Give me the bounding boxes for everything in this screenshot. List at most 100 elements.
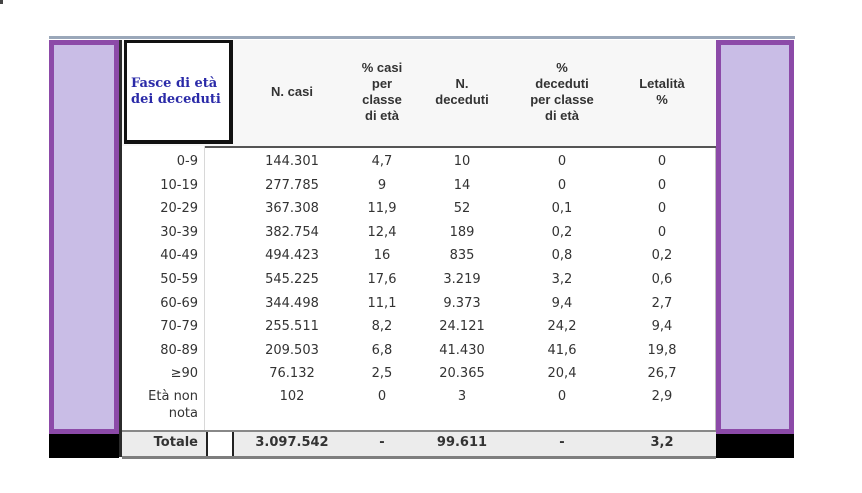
table-row: ≥90 76.132 2,5 20.365 20,4 26,7 [122, 362, 716, 385]
deaths-cell: 3 [457, 389, 467, 404]
lethality-cell: 26,7 [647, 366, 677, 382]
deaths-cell: 24.121 [439, 319, 485, 335]
pct-deaths-cell: 3,2 [551, 272, 573, 287]
deaths-header: N. deceduti [435, 76, 489, 107]
table-row: Età non nota 102 0 3 0 2,9 [122, 386, 716, 421]
pct-cases-cell: 9 [377, 177, 387, 193]
cases-cell: 545.225 [265, 272, 319, 287]
total-pct-cases: - [379, 435, 385, 450]
pct-cases-cell: 11,9 [367, 201, 397, 217]
age-group-header-label: Fasce di età dei deceduti [131, 75, 221, 107]
age-group-cell: 80-89 [160, 342, 198, 358]
pct-deaths-header: % deceduti per classe di età [530, 60, 594, 123]
age-group-cell: 50-59 [160, 272, 198, 287]
table-row: 10-19 277.785 9 14 0 0 [122, 174, 716, 197]
lethality-cell: 0,2 [651, 248, 673, 264]
cases-cell: 209.503 [265, 342, 319, 358]
pct-deaths-cell: 41,6 [547, 342, 577, 358]
pct-deaths-cell: 0,8 [551, 248, 573, 264]
total-label: Totale [153, 435, 198, 450]
deaths-cell: 3.219 [443, 272, 481, 287]
total-deaths: 99.611 [436, 435, 488, 450]
table-row: 80-89 209.503 6,8 41.430 41,6 19,8 [122, 339, 716, 362]
lethality-cell: 0 [657, 154, 667, 169]
pct-cases-cell: 12,4 [367, 224, 397, 240]
table-body: 0-9 144.301 4,7 10 0 0 10-19 277.785 9 14 0 0 20-29 3… [122, 146, 716, 432]
deaths-cell: 9.373 [443, 295, 481, 311]
age-deaths-table: Fasce di età dei deceduti N. casi % casi… [119, 40, 716, 459]
deaths-cell: 41.430 [439, 342, 485, 358]
table-row: 20-29 367.308 11,9 52 0,1 0 [122, 197, 716, 220]
age-column-strip [122, 146, 205, 432]
left-side-panel [49, 40, 119, 434]
total-separator [206, 432, 234, 456]
table-row: 30-39 382.754 12,4 189 0,2 0 [122, 221, 716, 244]
table-row: 50-59 545.225 17,6 3.219 3,2 0,6 [122, 268, 716, 291]
lethality-cell: 0 [657, 224, 667, 240]
pct-deaths-cell: 9,4 [551, 295, 573, 311]
lethality-cell: 2,7 [651, 295, 673, 311]
lethality-cell: 0,6 [651, 272, 673, 287]
cases-cell: 367.308 [265, 201, 319, 217]
pct-cases-cell: 17,6 [367, 272, 397, 287]
age-group-cell: ≥90 [170, 366, 198, 382]
lethality-cell: 0 [657, 177, 667, 193]
deaths-cell: 14 [453, 177, 471, 193]
lethality-cell: 9,4 [651, 319, 673, 335]
cases-cell: 102 [279, 389, 305, 404]
total-pct-deaths: - [559, 435, 565, 450]
pct-cases-cell: 0 [377, 389, 387, 404]
pct-cases-cell: 16 [373, 248, 391, 264]
top-rule [49, 36, 795, 39]
total-cases: 3.097.542 [255, 435, 329, 450]
deaths-cell: 20.365 [439, 366, 485, 382]
right-side-panel [716, 40, 794, 434]
pct-deaths-cell: 24,2 [547, 319, 577, 335]
pct-deaths-cell: 20,4 [547, 366, 577, 382]
table-row: 40-49 494.423 16 835 0,8 0,2 [122, 244, 716, 267]
cases-cell: 144.301 [265, 154, 319, 169]
age-group-cell: 40-49 [160, 248, 198, 264]
cases-cell: 382.754 [265, 224, 319, 240]
age-group-cell: 20-29 [160, 201, 198, 217]
pct-cases-cell: 11,1 [367, 295, 397, 311]
cases-header: N. casi [271, 84, 313, 99]
deaths-cell: 189 [449, 224, 475, 240]
deaths-cell: 835 [449, 248, 475, 264]
lethality-cell: 0 [657, 201, 667, 217]
age-group-cell: 10-19 [160, 177, 198, 193]
total-row: Totale 3.097.542 - 99.611 - 3,2 [122, 430, 716, 459]
pct-deaths-cell: 0 [557, 177, 567, 193]
cases-cell: 344.498 [265, 295, 319, 311]
cases-cell: 494.423 [265, 248, 319, 264]
age-group-cell: 60-69 [160, 295, 198, 311]
pct-cases-cell: 4,7 [371, 154, 393, 169]
table-row: 70-79 255.511 8,2 24.121 24,2 9,4 [122, 315, 716, 338]
right-black-bar [716, 434, 794, 458]
age-group-cell: 70-79 [160, 319, 198, 335]
age-group-cell: 30-39 [160, 224, 198, 240]
age-group-cell: Età non nota [148, 389, 198, 421]
lethality-cell: 2,9 [651, 389, 673, 404]
pct-deaths-cell: 0,2 [551, 224, 573, 240]
pct-cases-cell: 8,2 [371, 319, 393, 335]
pct-deaths-cell: 0,1 [551, 201, 573, 217]
table-row: 60-69 344.498 11,1 9.373 9,4 2,7 [122, 292, 716, 315]
cases-cell: 255.511 [265, 319, 319, 335]
left-black-bar [49, 434, 119, 458]
total-lethality: 3,2 [650, 435, 674, 450]
corner-mark [0, 0, 6, 30]
cases-cell: 277.785 [265, 177, 319, 193]
pct-deaths-cell: 0 [557, 154, 567, 169]
deaths-cell: 52 [453, 201, 471, 217]
pct-cases-cell: 6,8 [371, 342, 393, 358]
pct-deaths-cell: 0 [557, 389, 567, 404]
deaths-cell: 10 [453, 154, 471, 169]
age-group-header: Fasce di età dei deceduti [124, 40, 233, 144]
cases-cell: 76.132 [269, 366, 315, 382]
pct-cases-header: % casi per classe di età [361, 60, 403, 123]
table-header-row: Fasce di età dei deceduti N. casi % casi… [122, 40, 716, 148]
lethality-header: Letalità % [639, 76, 685, 107]
pct-cases-cell: 2,5 [371, 366, 393, 382]
table-row: 0-9 144.301 4,7 10 0 0 [122, 150, 716, 173]
